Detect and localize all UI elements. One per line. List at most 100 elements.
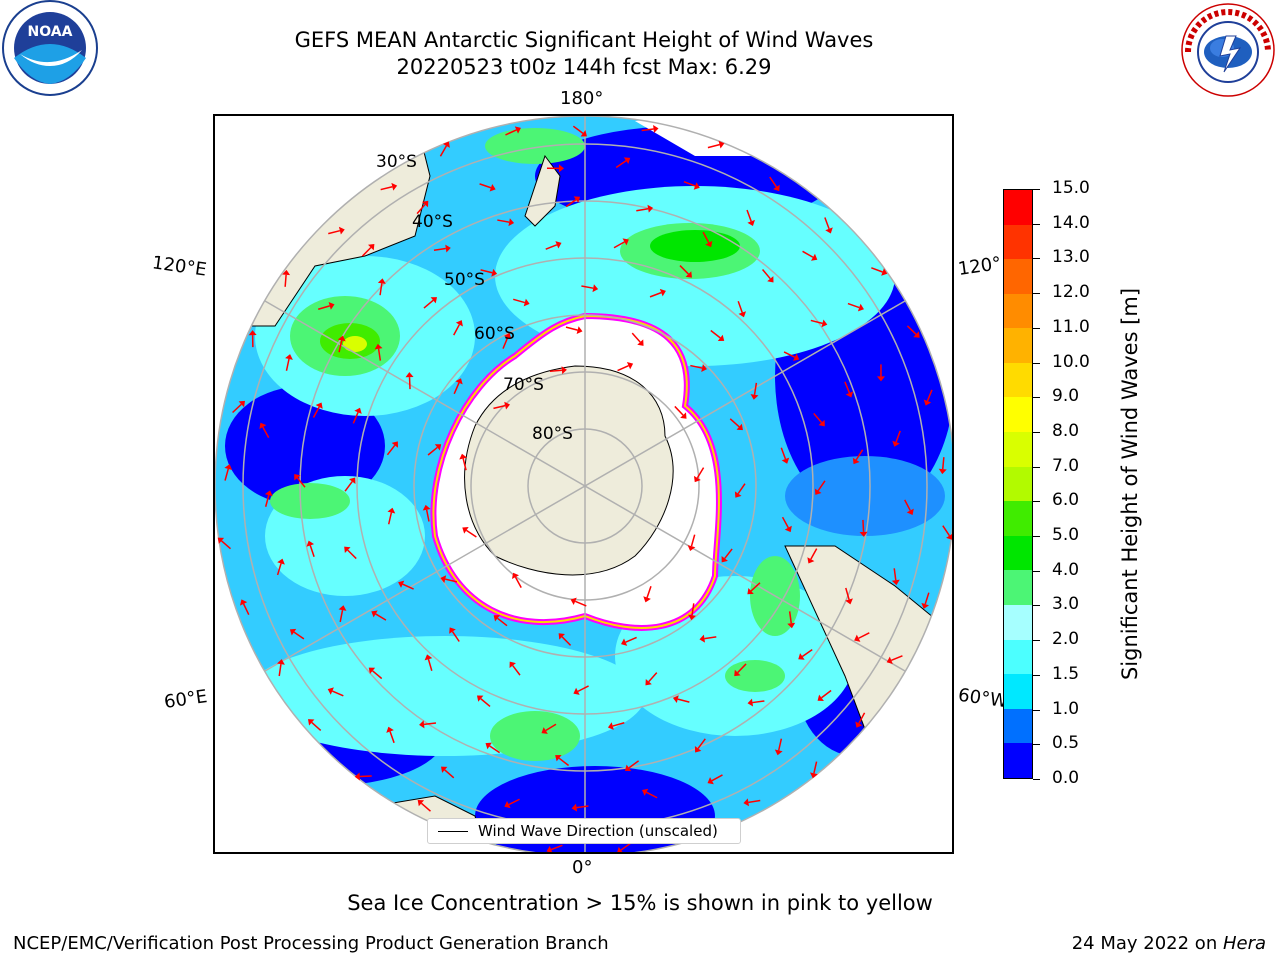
colorbar-segment [1004,674,1032,709]
wind-arrow [344,481,353,492]
lat-label-40s: 40°S [412,212,453,232]
wind-arrow [427,446,438,456]
wind-arrow [352,412,359,424]
wind-arrow-head [923,399,932,406]
wind-arrow [895,430,901,443]
wind-arrow [332,690,344,697]
colorbar-tick-label: 10.0 [1052,351,1090,372]
wind-arrow-head [368,243,375,251]
wind-arrow-head [747,219,755,226]
wind-arrow-head [555,755,562,762]
wind-arrow-head [738,311,747,318]
wind-arrow [824,217,830,230]
wind-arrow-head [259,422,267,430]
wind-arrow-head [387,507,396,514]
wind-arrow [577,685,589,693]
wind-arrow-head [814,488,822,495]
wind-arrow-head [693,182,700,190]
wind-arrow [636,207,649,212]
wind-arrow-head [906,508,914,515]
legend-line-icon [438,830,468,832]
colorbar-tick-label: 1.5 [1052,663,1080,684]
wind-arrow [293,631,305,640]
lon-label-120w: 120° [956,253,1003,280]
colorbar-tick-mark [1033,674,1040,676]
wind-arrow [783,351,796,358]
wind-arrow-head [767,276,774,283]
colorbar-tick-label: 7.0 [1052,455,1080,476]
wind-arrow [704,636,717,640]
wind-arrow [545,244,558,250]
wind-arrow [813,761,818,774]
colorbar-tick-mark [1033,258,1040,260]
colorbar-tick-label: 11.0 [1052,316,1090,337]
wind-arrow [264,494,270,507]
wind-arrow [576,805,589,809]
wind-arrow-head [455,320,463,327]
colorbar-tick-mark [1033,744,1040,746]
wind-arrow [387,512,393,525]
lat-label-50s: 50°S [444,270,485,290]
wind-arrow-head [514,126,521,134]
wind-arrow [781,516,789,529]
wind-arrow-head [285,354,293,360]
wind-arrow-head [315,402,323,409]
wind-arrow [845,587,850,600]
colorbar-tick-mark [1033,223,1040,225]
wind-arrow [761,269,771,280]
wind-arrow-head [328,302,335,310]
colorbar-tick-mark [1033,431,1040,433]
colorbar-tick-label: 0.0 [1052,768,1080,788]
wind-arrow-head [449,627,456,634]
wind-arrow [377,348,382,361]
colorbar-tick-label: 3.0 [1052,594,1080,615]
wind-arrow-head [859,531,868,537]
wind-arrow-head [434,444,442,451]
wind-arrow [284,274,287,287]
wind-arrow [801,649,813,658]
wind-arrow-head [781,457,790,464]
legend-label: Wind Wave Direction (unscaled) [478,822,718,840]
wind-arrow-head [580,130,587,137]
wind-arrow [311,721,322,731]
wind-arrow [891,655,903,662]
wind-arrow [512,665,521,676]
colorbar-segment [1004,501,1032,536]
lon-label-0: 0° [572,857,593,878]
colorbar-segment [1004,189,1032,225]
wind-arrow-head [442,141,450,148]
wind-arrow [572,125,584,134]
wind-arrow-head [523,298,530,307]
wind-arrow-head [818,419,825,427]
wind-arrow-head [349,477,356,484]
wind-arrow-head [294,474,301,481]
wind-arrow [788,611,792,624]
wind-arrow-head [624,764,632,772]
lon-label-60e: 60°E [162,686,209,713]
wind-arrow [220,540,232,550]
wind-arrow [453,382,460,395]
wind-arrow-head [685,271,692,278]
wind-arrow [710,329,721,339]
wind-arrow-head [441,766,448,773]
colorbar-tick-mark [1033,466,1040,468]
colorbar-tick-label: 1.0 [1052,698,1080,719]
wind-arrow [347,549,357,560]
wind-arrow-head [344,546,351,553]
wind-arrow-head [276,659,285,665]
wind-arrow-head [787,622,796,629]
wind-arrow-head [576,326,583,334]
wind-arrow-head [503,332,512,340]
wind-arrow [372,670,383,680]
wind-arrow-head [421,200,429,208]
wind-arrow-head [886,656,893,665]
wind-arrow-head [485,742,492,750]
wind-arrow-head [798,653,805,660]
wind-arrow [810,548,818,560]
wind-arrow-head [857,303,864,312]
wind-arrow-head [891,579,900,586]
wind-arrow-head [913,331,920,338]
colorbar-segment [1004,432,1032,467]
wind-arrow [493,404,506,410]
wind-arrow [379,283,383,296]
